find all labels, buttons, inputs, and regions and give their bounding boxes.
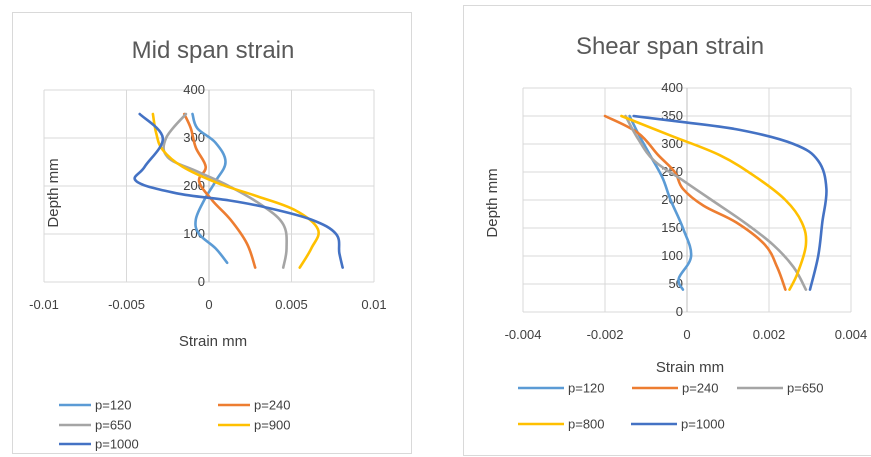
legend: p=120 p=240 p=650 p=800 p=1000 (518, 381, 824, 432)
legend-item: p=120 (59, 398, 132, 413)
legend-label: p=900 (254, 418, 291, 433)
y-tick-label: 250 (661, 164, 683, 179)
legend-item: p=650 (737, 381, 824, 396)
x-tick-label: -0.005 (108, 297, 145, 312)
legend-item: p=1000 (59, 437, 139, 452)
x-tick-label: 0 (205, 297, 212, 312)
x-tick-label: -0.002 (587, 327, 624, 342)
x-tick-label: 0.005 (275, 297, 308, 312)
legend-label: p=240 (254, 398, 291, 413)
chart-title: Shear span strain (576, 33, 764, 60)
chart-title: Mid span strain (132, 37, 295, 64)
legend-label: p=120 (95, 398, 132, 413)
series-line-p-800 (620, 114, 808, 291)
x-axis-label: Strain mm (179, 333, 247, 350)
legend-label: p=800 (568, 417, 605, 432)
series-line-p-650 (624, 114, 808, 291)
series-line-p-1000 (632, 114, 828, 291)
legend-label: p=1000 (95, 437, 139, 452)
legend-item: p=800 (518, 417, 605, 432)
y-axis-label: Depth mm (484, 168, 501, 237)
series-line-p-900 (151, 112, 320, 269)
y-tick-label: 300 (661, 136, 683, 151)
y-axis-label: Depth mm (45, 158, 62, 227)
legend-label: p=120 (568, 381, 605, 396)
mid-span-chart-panel: Mid span strain 0 100 200 300 400 -0.01 -0.005… (12, 12, 412, 454)
series-line-p-650 (162, 112, 288, 269)
series-line-p-1000 (133, 112, 344, 269)
legend-item: p=120 (518, 381, 605, 396)
y-tick-label: 0 (676, 304, 683, 319)
legend-label: p=650 (95, 418, 132, 433)
y-tick-label: 0 (198, 274, 205, 289)
shear-span-chart-panel: Shear span strain 0 50 100 150 200 250 300 350 4… (463, 5, 871, 456)
y-tick-label: 400 (183, 82, 205, 97)
series-line-p-240 (603, 114, 787, 291)
legend-item: p=240 (218, 398, 291, 413)
legend-item: p=650 (59, 418, 132, 433)
y-tick-label: 100 (661, 248, 683, 263)
legend-item: p=240 (632, 381, 719, 396)
series-line-p-120 (191, 112, 229, 265)
legend-label: p=1000 (681, 417, 725, 432)
series-line-p-240 (182, 112, 257, 269)
legend-label: p=650 (787, 381, 824, 396)
legend-item: p=1000 (631, 417, 725, 432)
x-tick-label: -0.01 (29, 297, 59, 312)
y-tick-label: 100 (183, 226, 205, 241)
legend-item: p=900 (218, 418, 291, 433)
legend-label: p=240 (682, 381, 719, 396)
x-tick-label: 0.01 (361, 297, 386, 312)
legend: p=120 p=240 p=650 p=900 p=1000 (59, 398, 291, 452)
x-tick-label: 0 (683, 327, 690, 342)
series-line-p-120 (628, 114, 693, 291)
x-tick-label: 0.002 (753, 327, 786, 342)
y-tick-label: 150 (661, 220, 683, 235)
y-tick-label: 200 (661, 192, 683, 207)
x-tick-label: 0.004 (835, 327, 868, 342)
x-tick-label: -0.004 (505, 327, 542, 342)
shear-span-chart: Shear span strain 0501001502002503003504… (484, 33, 868, 432)
x-axis-label: Strain mm (656, 359, 724, 376)
y-tick-label: 400 (661, 80, 683, 95)
